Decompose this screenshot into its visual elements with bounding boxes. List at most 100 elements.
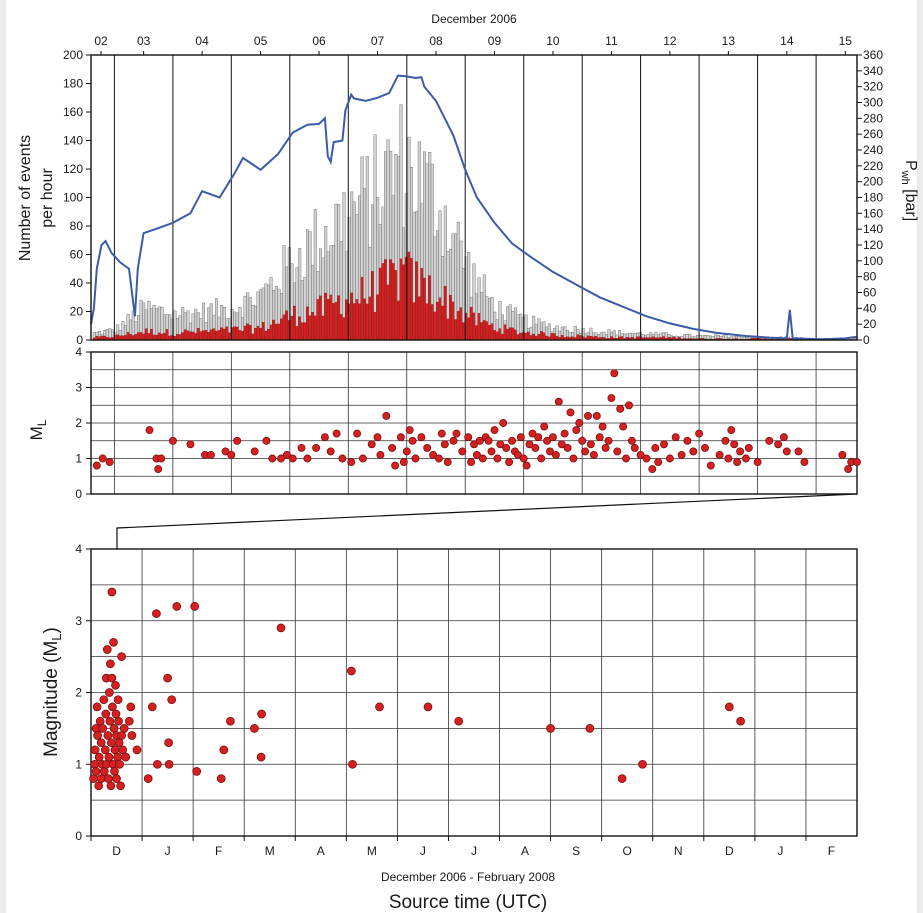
mid-event-point — [695, 429, 704, 438]
mid-event-point — [853, 458, 861, 467]
located-events-bar — [506, 328, 510, 341]
located-events-bar — [290, 315, 294, 341]
mid-event-point — [537, 454, 546, 463]
located-events-bar — [493, 330, 497, 341]
right-axis-title-symbol: P — [902, 160, 919, 171]
located-events-bar — [129, 334, 133, 341]
zoom-connector — [116, 493, 858, 549]
day-label: 11 — [605, 34, 618, 48]
bottom-event-point — [106, 781, 116, 791]
located-events-bar — [459, 307, 463, 341]
mid-event-point — [665, 454, 674, 463]
month-label: N — [674, 844, 683, 858]
right-tick-label: 180 — [863, 191, 883, 205]
month-label: J — [471, 844, 477, 858]
mid-event-point — [548, 433, 557, 442]
month-label: J — [777, 844, 783, 858]
located-events-bar — [332, 303, 335, 341]
mid-event-point — [396, 433, 405, 442]
mid-event-point — [206, 450, 215, 459]
mid-event-point — [168, 436, 177, 445]
mid-event-point — [622, 454, 630, 463]
right-tick-label: 0 — [863, 333, 870, 347]
located-events-bar — [272, 319, 276, 341]
mid-event-point — [595, 433, 604, 442]
located-events-bar — [371, 271, 374, 341]
located-events-bar — [508, 327, 512, 341]
day-label: 12 — [663, 34, 677, 48]
right-tick-label: 120 — [863, 238, 883, 252]
located-events-bar — [488, 325, 491, 341]
day-label: 13 — [722, 34, 736, 48]
located-events-bar — [243, 325, 247, 341]
mid-event-point — [619, 422, 628, 431]
bottom-event-point — [132, 745, 142, 755]
located-events-bar — [160, 333, 164, 341]
mid-event-point — [753, 458, 762, 467]
bottom-event-point — [118, 745, 128, 755]
located-events-bar — [142, 333, 146, 341]
mid-event-point — [604, 436, 613, 445]
located-events-bar — [222, 328, 226, 341]
mid-event-point — [607, 394, 616, 403]
mid-event-point — [288, 454, 297, 463]
located-events-bar — [524, 332, 528, 341]
mid-event-point — [508, 436, 516, 445]
bottom-tick-label: 4 — [75, 542, 82, 556]
mid-event-point — [487, 447, 496, 456]
located-events-bar — [285, 310, 289, 341]
located-events-bar — [436, 302, 439, 341]
day-label: 03 — [137, 34, 151, 48]
mid-event-point — [660, 440, 668, 449]
day-label: 10 — [546, 34, 560, 48]
left-tick-label: 80 — [70, 219, 84, 233]
located-events-bar — [391, 263, 395, 341]
mid-event-point — [402, 447, 411, 456]
located-events-bar — [163, 332, 166, 341]
mid-event-point — [779, 433, 788, 442]
mid-event-point — [373, 433, 382, 442]
mid-event-point — [575, 419, 584, 427]
mid-event-point — [724, 454, 733, 463]
located-events-bar — [423, 277, 426, 341]
right-tick-label: 360 — [863, 48, 883, 62]
right-tick-label: 260 — [863, 127, 883, 141]
day-label: 09 — [488, 34, 502, 48]
bottom-event-point — [423, 702, 433, 712]
mid-event-point — [376, 450, 385, 459]
month-label: A — [521, 844, 529, 858]
mid-event-point — [145, 426, 154, 435]
located-events-bar — [381, 263, 385, 341]
bottom-event-point — [190, 602, 200, 611]
bottom-event-point — [90, 745, 100, 755]
day-label: 02 — [94, 34, 108, 48]
located-events-bar — [293, 305, 296, 341]
located-events-bar — [246, 323, 250, 341]
located-events-bar — [176, 333, 179, 341]
day-label: 08 — [429, 34, 443, 48]
located-events-bar — [412, 302, 416, 341]
bottom-event-point — [585, 724, 595, 733]
mid-event-point — [405, 426, 414, 435]
zoom-connector-lines — [116, 493, 858, 549]
mid-event-point — [715, 450, 724, 459]
mid-event-point — [572, 426, 581, 435]
located-events-bar — [209, 329, 213, 341]
bottom-event-point — [114, 738, 124, 748]
located-events-bar — [308, 315, 312, 341]
magnitude-vs-day-chart: 0 1 2 3 4 ML — [27, 345, 861, 501]
bottom-event-point — [99, 767, 109, 776]
all-events-bar — [373, 134, 377, 341]
mid-event-point — [437, 429, 446, 438]
located-events-bar — [189, 331, 192, 341]
bottom-event-point — [106, 659, 115, 669]
mid-tick-label: 4 — [75, 345, 82, 359]
mid-event-point — [388, 443, 397, 452]
mid-event-point — [584, 411, 592, 420]
mid-event-point — [733, 458, 742, 467]
mid-event-point — [625, 401, 633, 410]
mid-event-point — [578, 436, 587, 445]
mid-event-point — [525, 440, 534, 449]
bottom-event-point — [101, 709, 111, 719]
bottom-event-point — [163, 673, 172, 683]
